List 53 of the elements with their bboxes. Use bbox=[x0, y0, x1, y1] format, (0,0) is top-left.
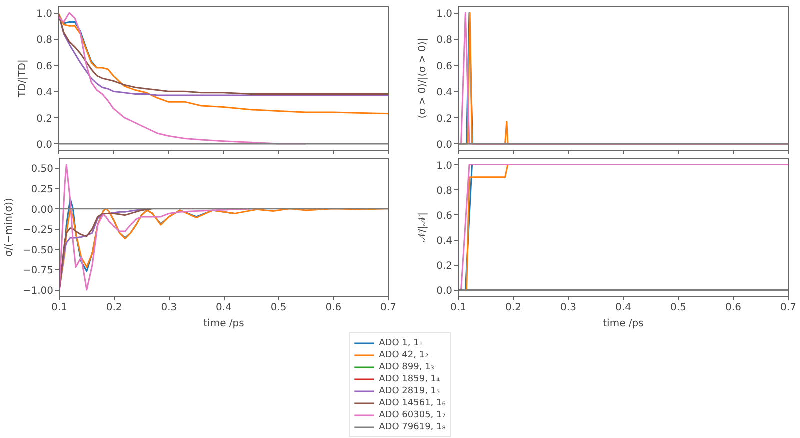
x-tick-label: 0.1 bbox=[450, 302, 466, 314]
x-tick-label: 0.7 bbox=[380, 302, 396, 314]
y-axis-title: TD/|TD| bbox=[18, 60, 29, 98]
y-axis-title: 𝒩/|𝒩| bbox=[418, 212, 429, 243]
y-tick-label: 0.2 bbox=[36, 114, 53, 125]
y-tick-label: 1.0 bbox=[36, 9, 53, 20]
y-axis-title: σ/(−min(σ)) bbox=[4, 198, 15, 257]
x-tick-label: 0.1 bbox=[52, 302, 68, 314]
y-tick-label: 0.8 bbox=[436, 35, 453, 46]
x-tick-label: 0.3 bbox=[161, 302, 178, 314]
legend-label: ADO 899, 1₃ bbox=[379, 362, 434, 372]
y-tick-label: 0.0 bbox=[436, 140, 453, 151]
legend-label: ADO 42, 1₂ bbox=[379, 350, 429, 360]
y-axis-title: (σ > 0)/|(σ > 0)| bbox=[418, 38, 429, 119]
legend-label: ADO 1859, 1₄ bbox=[379, 374, 440, 384]
y-tick-label: 1.0 bbox=[436, 9, 453, 20]
legend-label: ADO 2819, 1₅ bbox=[379, 386, 440, 396]
y-tick-label: 0.0 bbox=[36, 140, 53, 151]
y-tick-label: 0.00 bbox=[31, 204, 54, 216]
y-tick-label: 0.6 bbox=[436, 210, 453, 222]
x-tick-label: 0.2 bbox=[106, 302, 122, 314]
y-tick-label: −0.75 bbox=[22, 266, 54, 277]
y-tick-label: 0.6 bbox=[36, 61, 53, 72]
y-tick-label: 0.4 bbox=[436, 236, 453, 248]
y-tick-label: 0.0 bbox=[436, 286, 453, 298]
legend-label: ADO 79619, 1₈ bbox=[379, 422, 446, 432]
legend-label: ADO 60305, 1₇ bbox=[379, 410, 446, 420]
x-axis-title: time /ps bbox=[204, 318, 244, 330]
y-tick-label: −0.50 bbox=[22, 245, 54, 256]
x-tick-label: 0.7 bbox=[780, 302, 796, 314]
x-tick-label: 0.6 bbox=[726, 302, 742, 314]
legend-label: ADO 14561, 1₆ bbox=[379, 398, 446, 408]
y-tick-label: 0.4 bbox=[36, 88, 53, 99]
x-tick-label: 0.4 bbox=[216, 302, 232, 314]
y-tick-label: 0.4 bbox=[436, 88, 453, 99]
y-tick-label: 0.6 bbox=[436, 61, 453, 72]
y-tick-label: 0.25 bbox=[31, 184, 54, 196]
x-tick-label: 0.4 bbox=[616, 302, 632, 314]
x-axis-title: time /ps bbox=[603, 318, 644, 330]
x-tick-label: 0.5 bbox=[670, 302, 686, 314]
y-tick-label: 0.50 bbox=[31, 164, 54, 176]
y-tick-label: 1.0 bbox=[436, 160, 453, 172]
y-tick-label: 0.2 bbox=[436, 261, 453, 272]
x-tick-label: 0.5 bbox=[270, 302, 287, 314]
y-tick-label: 0.2 bbox=[436, 114, 453, 125]
x-tick-label: 0.6 bbox=[326, 302, 342, 314]
y-tick-label: −0.25 bbox=[22, 225, 54, 236]
legend-label: ADO 1, 1₁ bbox=[379, 338, 423, 348]
y-tick-label: −1.00 bbox=[22, 286, 54, 298]
x-tick-label: 0.2 bbox=[506, 302, 522, 314]
y-tick-label: 0.8 bbox=[436, 186, 453, 197]
y-tick-label: 0.8 bbox=[36, 35, 53, 46]
x-tick-label: 0.3 bbox=[560, 302, 576, 314]
